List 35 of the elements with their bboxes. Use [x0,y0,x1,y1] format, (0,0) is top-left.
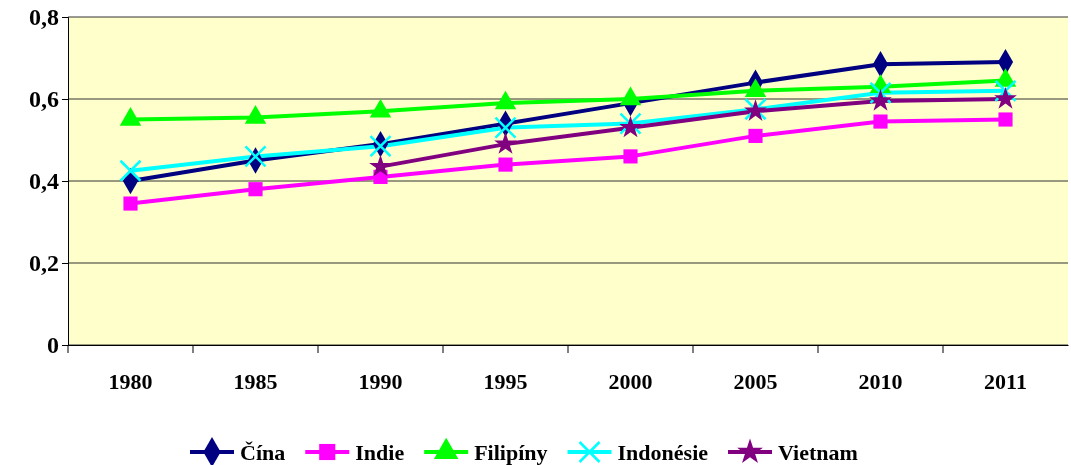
y-tick-label: 0,6 [29,86,59,113]
point [244,145,267,168]
point [998,112,1013,127]
x-tick-label: 2000 [608,368,653,394]
point [869,89,892,111]
point [623,149,638,164]
point [494,116,517,139]
point [869,81,892,105]
legend-label: Filipíny [474,440,548,465]
x-tick-label: 1985 [233,368,278,394]
point [369,134,392,158]
point [494,132,517,154]
point [369,154,392,177]
x-tick-label: 1990 [358,368,403,394]
point [248,182,263,197]
point [994,87,1017,109]
point [748,128,763,143]
y-tick-label: 0,8 [29,4,59,31]
x-tick-label: 1980 [108,368,153,394]
y-tick-label: 0,2 [29,250,59,277]
x-tick-label: 1995 [483,368,528,394]
y-tick-label: 0,4 [29,168,59,195]
point [498,157,513,172]
x-tick-label: 2005 [733,368,778,394]
x-tick-label: 2011 [984,368,1027,394]
point [123,196,138,211]
legend-label: Indie [355,440,405,465]
point [119,159,142,182]
point [994,79,1017,103]
point [873,114,888,129]
legend-label: Indonésie [617,440,709,465]
legend-label: Čína [240,440,286,465]
legend-label: Vietnam [778,440,858,465]
y-tick-label: 0 [47,332,59,359]
x-tick-label: 2010 [858,368,903,394]
